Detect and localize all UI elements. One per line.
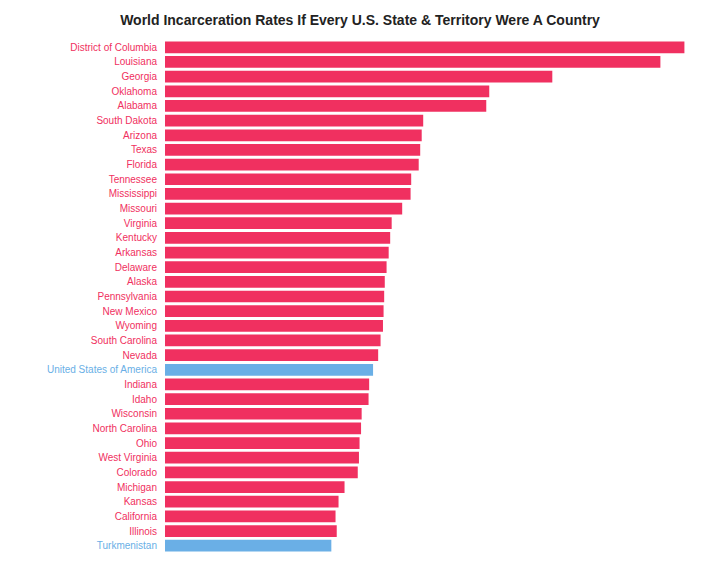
svg-text:Arizona: Arizona xyxy=(123,130,157,141)
svg-text:Wyoming: Wyoming xyxy=(115,320,157,331)
svg-text:South Carolina: South Carolina xyxy=(91,335,158,346)
svg-text:Illinois: Illinois xyxy=(129,526,157,537)
svg-text:California: California xyxy=(115,511,158,522)
svg-text:United States of America: United States of America xyxy=(47,364,157,375)
svg-text:Alaska: Alaska xyxy=(127,276,157,287)
svg-text:Colorado: Colorado xyxy=(116,467,157,478)
svg-text:Alabama: Alabama xyxy=(118,100,158,111)
svg-text:Idaho: Idaho xyxy=(132,394,157,405)
svg-text:Georgia: Georgia xyxy=(121,71,157,82)
svg-text:Kansas: Kansas xyxy=(124,496,157,507)
svg-text:Tennessee: Tennessee xyxy=(109,174,158,185)
svg-text:New Mexico: New Mexico xyxy=(103,306,158,317)
svg-text:Pennsylvania: Pennsylvania xyxy=(98,291,158,302)
svg-text:Florida: Florida xyxy=(126,159,157,170)
svg-text:Missouri: Missouri xyxy=(120,203,157,214)
svg-text:Indiana: Indiana xyxy=(124,379,157,390)
svg-text:Mississippi: Mississippi xyxy=(109,188,157,199)
svg-text:Michigan: Michigan xyxy=(117,482,157,493)
svg-text:World Incarceration Rates If E: World Incarceration Rates If Every U.S. … xyxy=(120,12,600,28)
svg-text:Arkansas: Arkansas xyxy=(115,247,157,258)
svg-text:Ohio: Ohio xyxy=(136,438,158,449)
svg-text:District of Columbia: District of Columbia xyxy=(70,42,157,53)
svg-text:Texas: Texas xyxy=(131,144,157,155)
svg-text:South Dakota: South Dakota xyxy=(96,115,157,126)
svg-text:Delaware: Delaware xyxy=(115,262,158,273)
svg-text:West Virginia: West Virginia xyxy=(98,452,157,463)
svg-text:North Carolina: North Carolina xyxy=(93,423,158,434)
svg-text:Oklahoma: Oklahoma xyxy=(111,86,157,97)
svg-text:Wisconsin: Wisconsin xyxy=(111,408,157,419)
svg-text:Virginia: Virginia xyxy=(124,218,158,229)
svg-text:Turkmenistan: Turkmenistan xyxy=(97,540,157,551)
svg-text:Louisiana: Louisiana xyxy=(114,56,157,67)
svg-text:Kentucky: Kentucky xyxy=(116,232,157,243)
svg-text:Nevada: Nevada xyxy=(123,350,158,361)
